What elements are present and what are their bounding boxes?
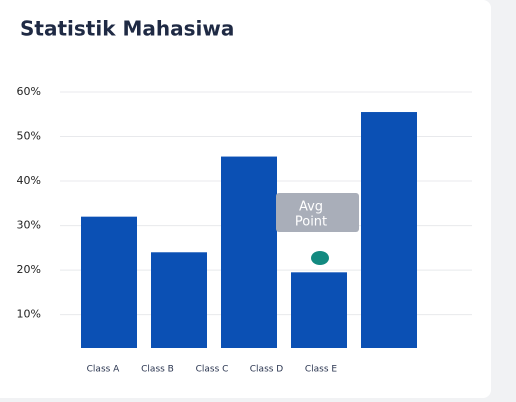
bars [81,112,417,348]
bar [291,272,347,348]
x-tick-label: Class D [250,365,284,375]
x-tick-label: Class A [87,365,121,375]
y-tick-label: 20% [17,263,41,276]
bar [361,112,417,348]
x-tick-label: Class C [196,365,229,375]
y-tick-label: 10% [17,308,41,321]
x-tick-label: Class E [305,365,338,375]
y-tick-label: 40% [17,174,41,187]
tooltip-box [276,193,359,232]
chart-title: Statistik Mahasiwa [20,17,234,41]
y-tick-label: 50% [17,130,41,143]
y-tick-label: 60% [17,85,41,98]
annotation: Avg [299,200,323,215]
x-tick-label: Class B [141,365,174,375]
annotation: Point [295,215,327,230]
y-tick-label: 30% [17,219,41,232]
bar [151,252,207,348]
bar [221,156,277,348]
avg-marker [311,251,329,265]
bar [81,216,137,348]
